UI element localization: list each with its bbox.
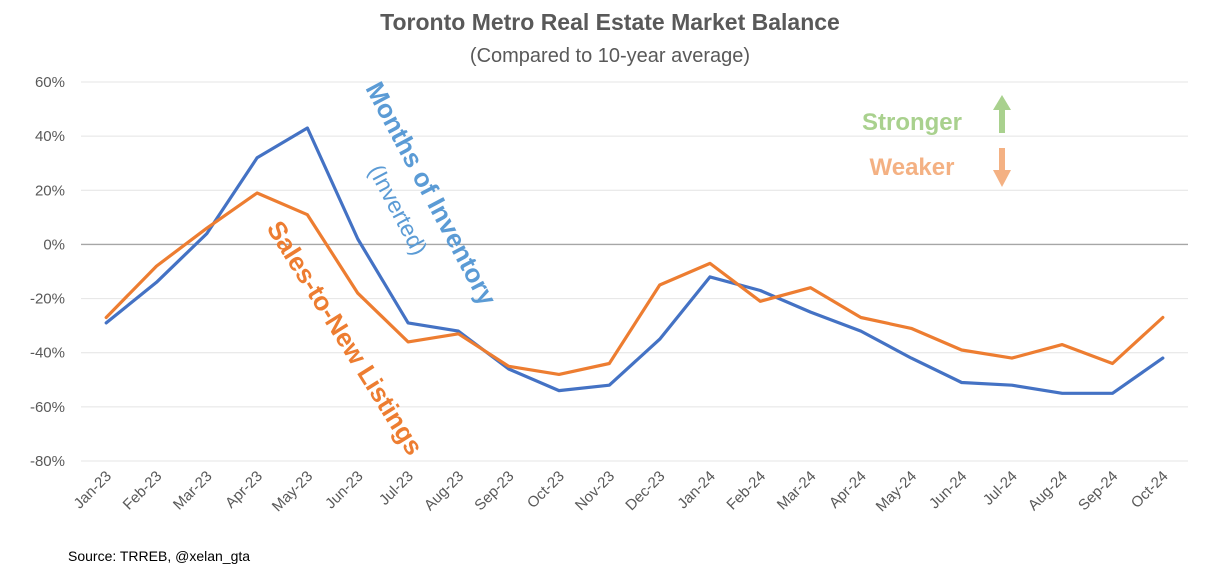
x-tick-label: Apr-24: [826, 468, 870, 512]
y-tick-label: 0%: [43, 236, 65, 253]
x-axis-ticks: Jan-23 Feb-23 Mar-23 Apr-23 May-23 Jun-23 Jul-…: [71, 468, 1172, 515]
x-tick-label: Aug-23: [421, 468, 467, 514]
x-tick-label: Mar-23: [170, 468, 216, 514]
chart-title: Toronto Metro Real Estate Market Balance: [380, 9, 840, 35]
x-tick-label: Apr-23: [222, 468, 266, 512]
gridlines: [81, 81, 1188, 462]
y-tick-label: -60%: [30, 399, 65, 416]
x-tick-label: Oct-24: [1128, 468, 1172, 512]
up-arrow-icon: [993, 95, 1011, 133]
x-tick-label: Feb-24: [723, 468, 769, 514]
x-tick-label: Jan-23: [71, 468, 115, 512]
chart-subtitle: (Compared to 10-year average): [470, 45, 750, 67]
x-tick-label: Jun-23: [322, 468, 366, 512]
y-tick-label: 20%: [35, 182, 65, 199]
x-tick-label: Nov-23: [572, 468, 618, 514]
source-note: Source: TRREB, @xelan_gta: [68, 548, 250, 564]
x-tick-label: Dec-23: [622, 468, 668, 514]
down-arrow-icon: [993, 148, 1011, 187]
months-of-inventory-line: [104, 126, 1165, 395]
x-tick-label: Aug-24: [1025, 468, 1071, 514]
x-tick-label: Sep-23: [471, 468, 517, 514]
x-tick-label: Jul-24: [980, 468, 1021, 509]
x-tick-label: Jan-24: [674, 468, 718, 512]
x-tick-label: Sep-24: [1075, 468, 1121, 514]
x-tick-label: Feb-23: [120, 468, 166, 514]
weaker-label: Weaker: [870, 154, 955, 181]
x-tick-label: May-23: [269, 468, 316, 515]
stronger-label: Stronger: [862, 109, 962, 136]
y-tick-label: 60%: [35, 74, 65, 91]
x-tick-label: Jul-23: [376, 468, 417, 509]
y-axis-ticks: 60% 40% 20% 0% -20% -40% -60% -80%: [30, 74, 65, 470]
y-tick-label: 40%: [35, 128, 65, 145]
x-tick-label: Oct-23: [524, 468, 568, 512]
series-lines: [104, 126, 1165, 395]
x-tick-label: Jun-24: [926, 468, 970, 512]
y-tick-label: -80%: [30, 453, 65, 470]
y-tick-label: -40%: [30, 345, 65, 362]
x-tick-label: May-24: [873, 468, 920, 515]
y-tick-label: -20%: [30, 291, 65, 308]
x-tick-label: Mar-24: [774, 468, 820, 514]
sales-to-new-listings-line: [104, 191, 1165, 376]
